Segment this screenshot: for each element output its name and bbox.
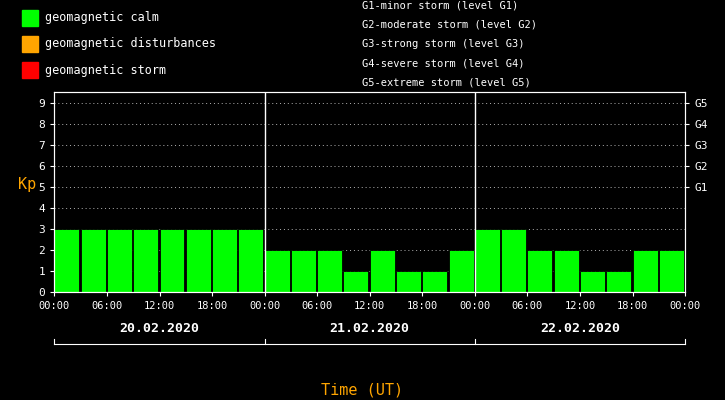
Text: 22.02.2020: 22.02.2020 [540,322,620,334]
Bar [527,250,552,292]
Bar [54,229,79,292]
Bar [133,229,158,292]
Text: G1-minor storm (level G1): G1-minor storm (level G1) [362,0,519,10]
Bar [606,271,631,292]
Text: G3-strong storm (level G3): G3-strong storm (level G3) [362,39,525,49]
Bar [160,229,184,292]
Bar [632,250,658,292]
Text: 20.02.2020: 20.02.2020 [120,322,199,334]
Bar [659,250,684,292]
Bar [291,250,316,292]
Bar [265,250,289,292]
Bar [22,36,38,52]
Text: Time (UT): Time (UT) [321,382,404,398]
Text: geomagnetic storm: geomagnetic storm [45,64,166,77]
Bar [186,229,211,292]
Bar [107,229,132,292]
Text: 21.02.2020: 21.02.2020 [330,322,410,334]
Bar [370,250,394,292]
Bar [22,62,38,78]
Bar [554,250,579,292]
Bar [580,271,605,292]
Text: geomagnetic disturbances: geomagnetic disturbances [45,38,216,50]
Bar [344,271,368,292]
Bar [22,10,38,26]
Bar [501,229,526,292]
Text: G5-extreme storm (level G5): G5-extreme storm (level G5) [362,78,531,88]
Bar [422,271,447,292]
Bar [317,250,342,292]
Text: G2-moderate storm (level G2): G2-moderate storm (level G2) [362,20,537,30]
Bar [475,229,500,292]
Bar [239,229,263,292]
Bar [449,250,473,292]
Bar [396,271,421,292]
Text: G4-severe storm (level G4): G4-severe storm (level G4) [362,58,525,68]
Text: geomagnetic calm: geomagnetic calm [45,11,159,24]
Y-axis label: Kp: Kp [18,177,36,192]
Bar [80,229,106,292]
Bar [212,229,237,292]
